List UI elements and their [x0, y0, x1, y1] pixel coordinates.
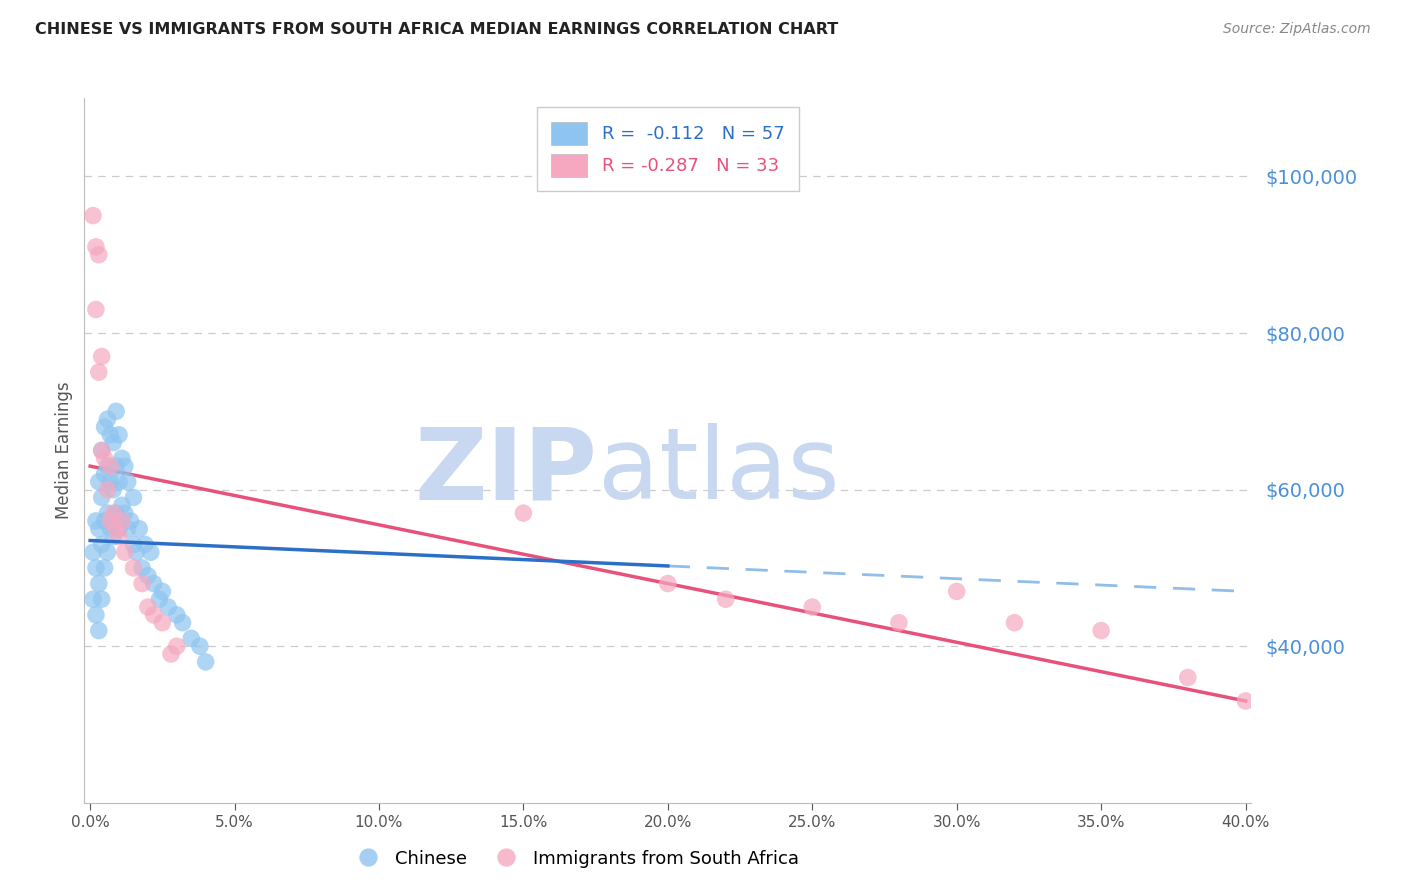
Point [128, 522, 150, 536]
Point [150, 615, 173, 630]
Point [801, 600, 824, 615]
Point [172, 615, 194, 630]
Point [131, 576, 153, 591]
Point [117, 522, 139, 536]
Point [111, 514, 134, 528]
Point [82, 545, 104, 559]
Point [657, 576, 679, 591]
Point [134, 537, 156, 551]
Point [103, 483, 125, 497]
Point [90, 537, 112, 551]
Point [84, 302, 107, 317]
Point [87, 522, 110, 536]
Point [142, 576, 165, 591]
Point [105, 459, 128, 474]
Point [142, 607, 165, 622]
Point [1177, 671, 1199, 685]
Point [103, 506, 125, 520]
Point [90, 443, 112, 458]
Point [150, 584, 173, 599]
Legend: Chinese, Immigrants from South Africa: Chinese, Immigrants from South Africa [342, 842, 807, 875]
Point [84, 240, 107, 254]
Point [122, 561, 145, 575]
Point [148, 592, 170, 607]
Point [90, 350, 112, 364]
Point [87, 248, 110, 262]
Point [84, 514, 107, 528]
Point [98, 475, 121, 489]
Point [93, 451, 115, 466]
Point [117, 475, 139, 489]
Point [108, 522, 131, 536]
Point [87, 576, 110, 591]
Text: CHINESE VS IMMIGRANTS FROM SOUTH AFRICA MEDIAN EARNINGS CORRELATION CHART: CHINESE VS IMMIGRANTS FROM SOUTH AFRICA … [35, 22, 838, 37]
Point [714, 592, 737, 607]
Point [105, 522, 128, 536]
Point [139, 545, 162, 559]
Point [96, 483, 118, 497]
Point [96, 506, 118, 520]
Point [93, 514, 115, 528]
Point [188, 639, 211, 653]
Point [160, 647, 183, 661]
Point [114, 459, 136, 474]
Point [108, 530, 131, 544]
Point [105, 506, 128, 520]
Point [125, 545, 148, 559]
Point [84, 561, 107, 575]
Point [93, 561, 115, 575]
Point [136, 568, 159, 582]
Point [93, 467, 115, 481]
Point [180, 632, 202, 646]
Point [90, 443, 112, 458]
Point [87, 624, 110, 638]
Text: ZIP: ZIP [415, 423, 598, 520]
Point [166, 607, 188, 622]
Point [90, 491, 112, 505]
Point [114, 545, 136, 559]
Point [114, 506, 136, 520]
Point [136, 600, 159, 615]
Point [82, 209, 104, 223]
Point [887, 615, 910, 630]
Point [122, 491, 145, 505]
Point [105, 404, 128, 418]
Point [120, 514, 142, 528]
Point [90, 592, 112, 607]
Point [194, 655, 217, 669]
Point [157, 600, 180, 615]
Point [96, 545, 118, 559]
Point [131, 561, 153, 575]
Point [111, 451, 134, 466]
Point [87, 365, 110, 379]
Point [96, 412, 118, 426]
Y-axis label: Median Earnings: Median Earnings [55, 382, 73, 519]
Point [945, 584, 967, 599]
Point [87, 475, 110, 489]
Point [84, 607, 107, 622]
Point [122, 537, 145, 551]
Point [111, 498, 134, 512]
Point [96, 459, 118, 474]
Text: atlas: atlas [598, 423, 839, 520]
Point [103, 435, 125, 450]
Point [108, 475, 131, 489]
Point [98, 427, 121, 442]
Point [1004, 615, 1026, 630]
Point [98, 514, 121, 528]
Point [98, 522, 121, 536]
Point [98, 459, 121, 474]
Point [166, 639, 188, 653]
Point [1234, 694, 1257, 708]
Point [82, 592, 104, 607]
Point [512, 506, 534, 520]
Point [1090, 624, 1112, 638]
Point [93, 420, 115, 434]
Point [108, 427, 131, 442]
Text: Source: ZipAtlas.com: Source: ZipAtlas.com [1223, 22, 1371, 37]
Point [103, 530, 125, 544]
